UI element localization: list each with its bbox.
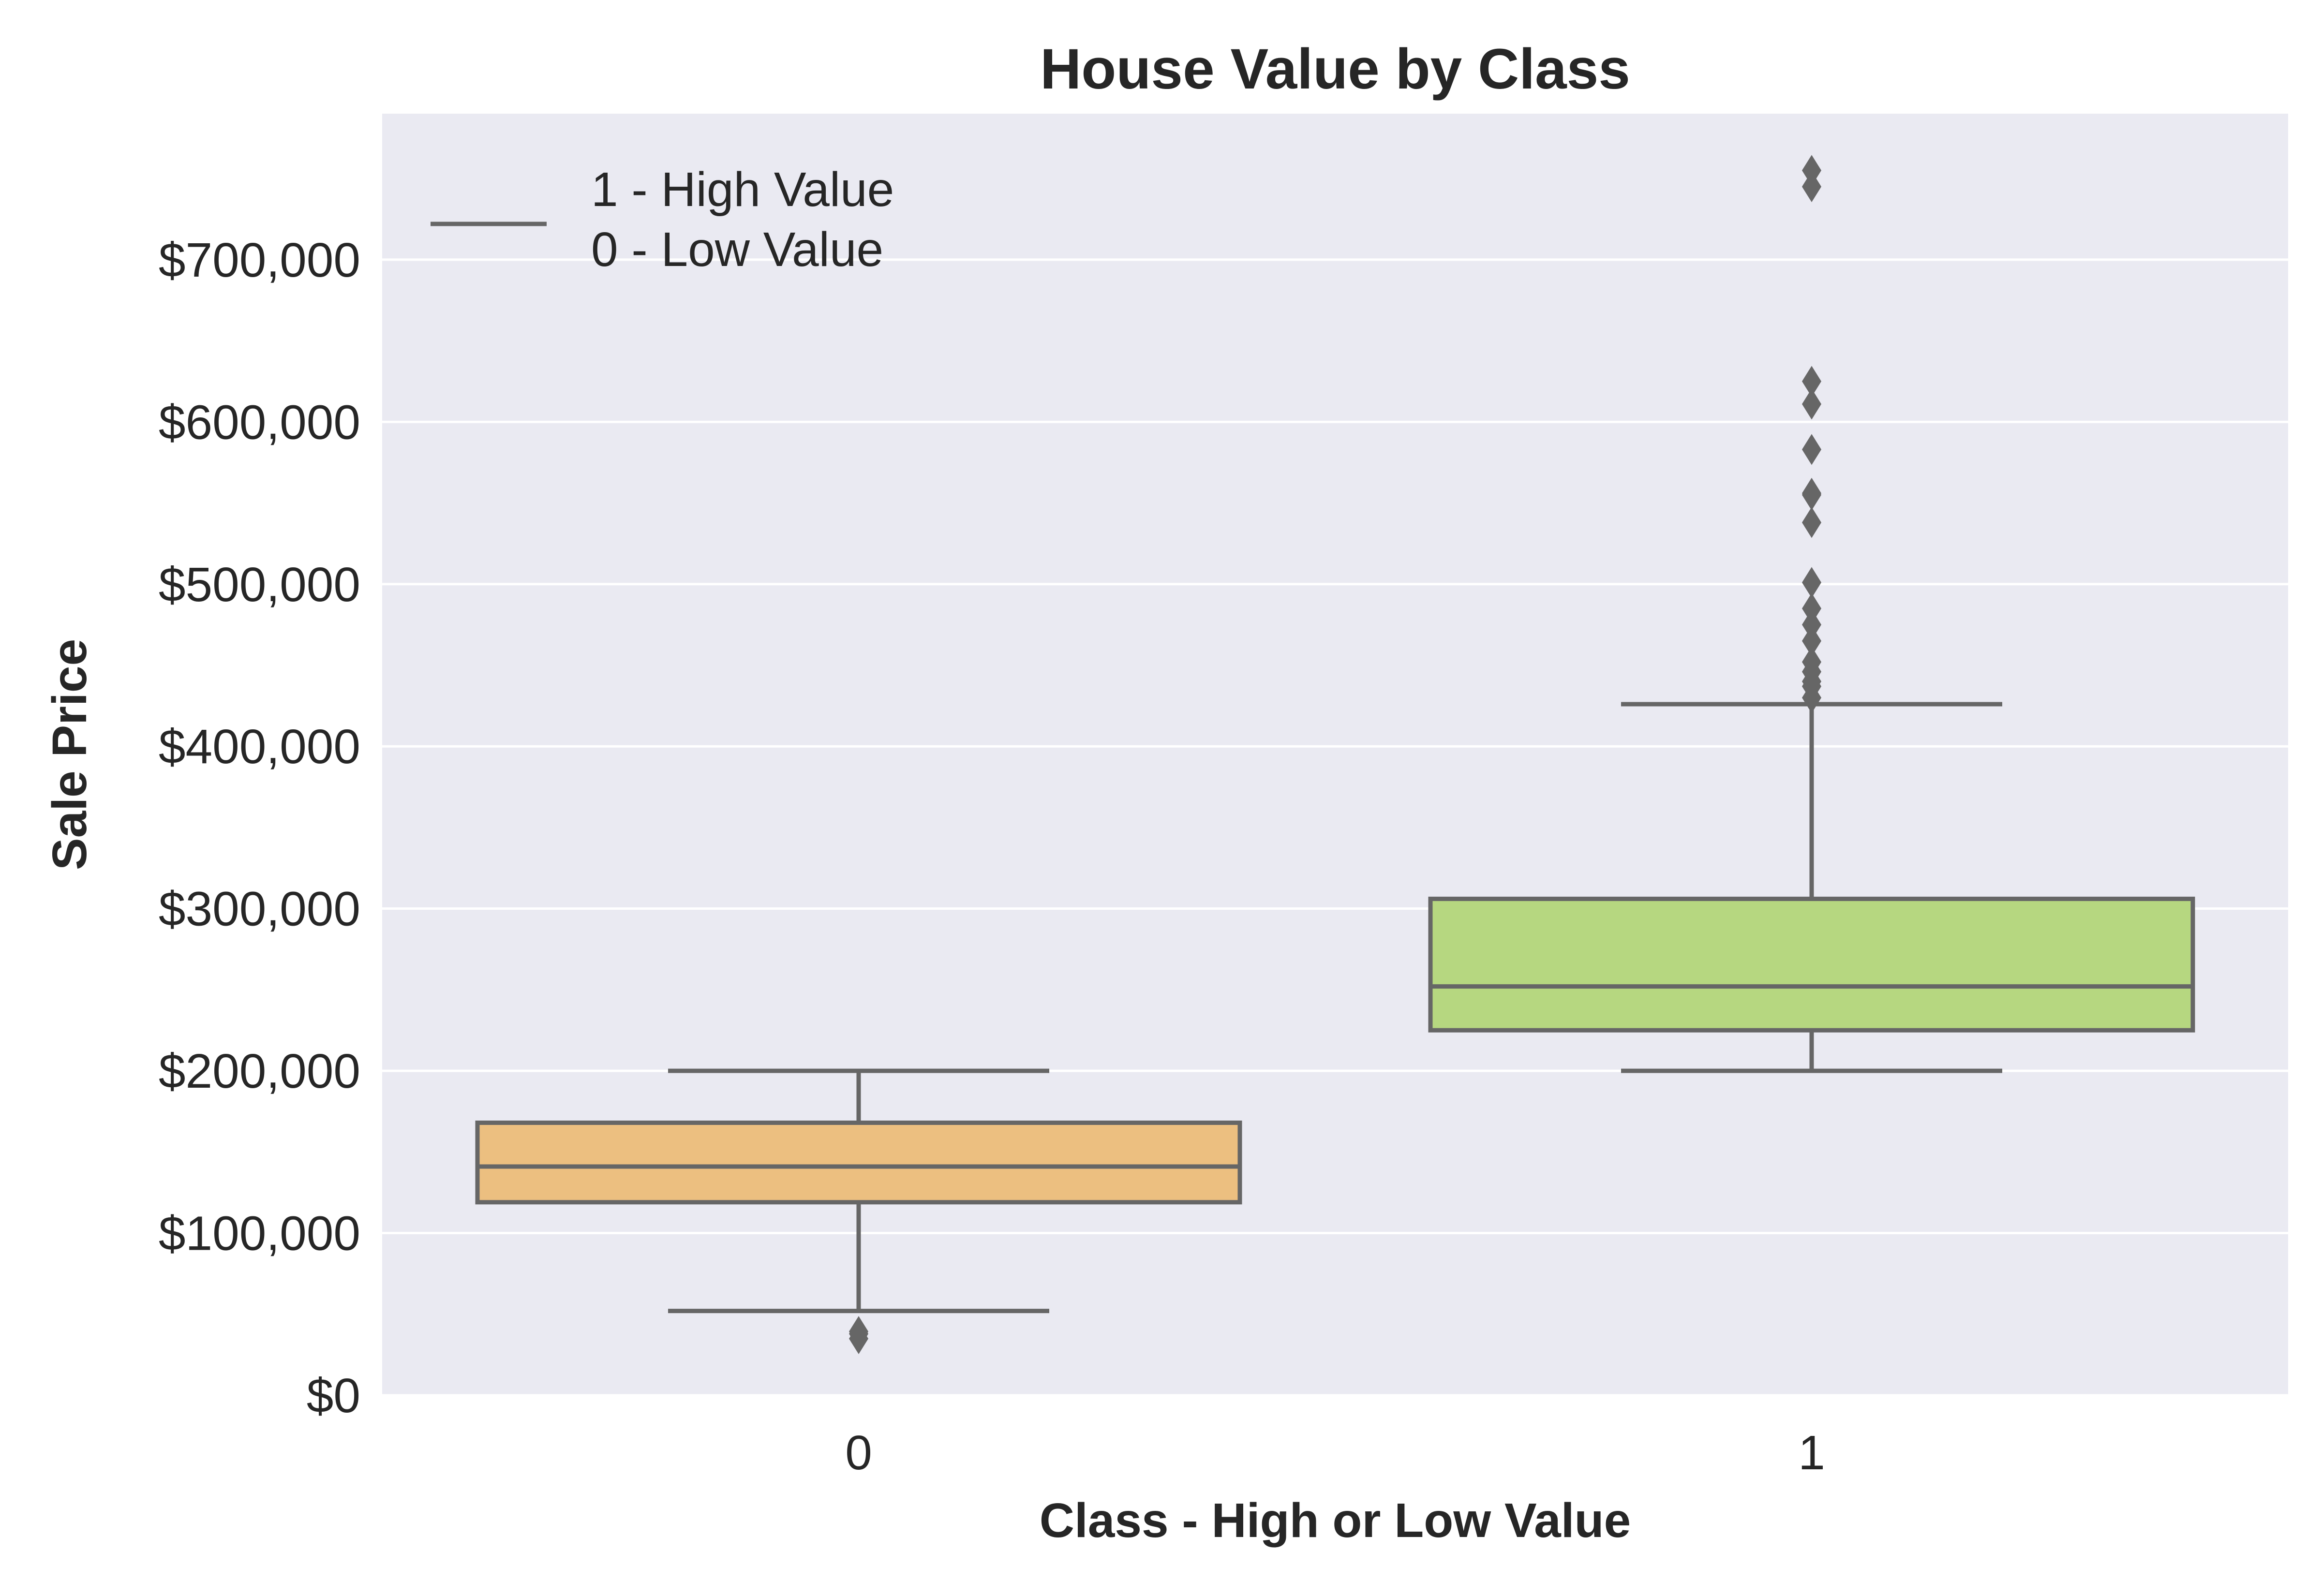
outlier-point (1802, 434, 1821, 465)
outlier-point (1802, 646, 1821, 678)
x-axis-label: Class - High or Low Value (1040, 1493, 1631, 1548)
y-axis-label: Sale Price (43, 639, 97, 870)
y-tick-label: $500,000 (159, 558, 360, 612)
y-tick-label: $300,000 (159, 882, 360, 936)
outlier-point (1802, 155, 1821, 186)
y-tick-label: $400,000 (159, 720, 360, 774)
x-tick-label: 1 (1798, 1426, 1825, 1480)
iqr-box (475, 1120, 1242, 1205)
outlier-point (1802, 507, 1821, 538)
y-tick-label: $100,000 (159, 1207, 360, 1261)
outlier-point (1802, 388, 1821, 420)
outlier-point (1802, 171, 1821, 202)
legend: 1 - High Value 0 - Low Value (431, 163, 894, 277)
legend-entry-high: 1 - High Value (591, 163, 894, 217)
outlier-point (1802, 366, 1821, 397)
y-tick-label: $700,000 (159, 233, 360, 287)
outlier-point (1802, 477, 1821, 509)
boxes (475, 155, 2195, 1354)
outlier-point (849, 1316, 868, 1347)
chart-title: House Value by Class (1040, 37, 1630, 101)
y-tick-label: $0 (307, 1369, 360, 1423)
y-axis-ticks: $0 $100,000 $200,000 $300,000 $400,000 $500,0… (159, 233, 360, 1423)
y-tick-label: $600,000 (159, 395, 360, 449)
box-class-1 (1428, 155, 2195, 1073)
outlier-point (1802, 567, 1821, 598)
outlier-point (1802, 593, 1821, 624)
box-class-0 (475, 1068, 1242, 1354)
iqr-box (1428, 897, 2195, 1033)
y-tick-label: $200,000 (159, 1044, 360, 1098)
outlier-point (1802, 609, 1821, 640)
outlier-point (1802, 625, 1821, 657)
legend-entry-low: 0 - Low Value (591, 222, 883, 277)
x-tick-label: 0 (845, 1426, 872, 1480)
